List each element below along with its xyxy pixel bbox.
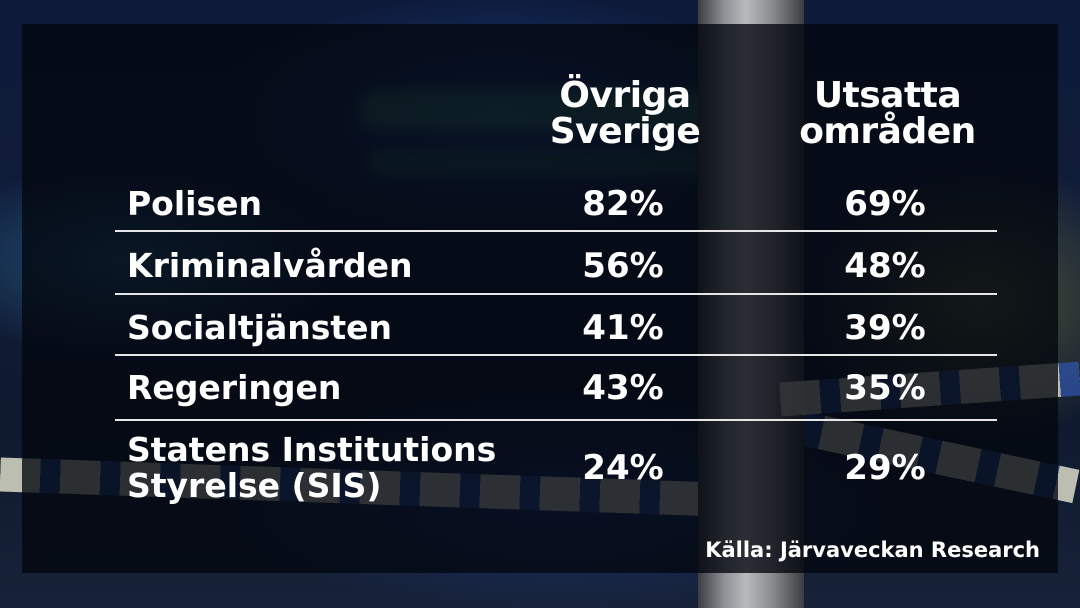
value-ovriga-sverige: 41% <box>582 308 664 348</box>
column-header-line: Sverige <box>549 111 701 152</box>
table-row: Polisen 82% 69% <box>115 184 997 224</box>
row-label-line: Regeringen <box>127 368 342 407</box>
table-overlay-panel <box>22 24 1058 573</box>
column-header-line: Utsatta <box>813 75 962 116</box>
table-row: Socialtjänsten 41% 39% <box>115 308 997 348</box>
value-utsatta-omraden: 48% <box>844 246 926 286</box>
value-utsatta-omraden: 39% <box>844 308 926 348</box>
row-label: Regeringen <box>127 370 341 406</box>
row-label: Socialtjänsten <box>127 310 392 346</box>
row-divider <box>115 293 997 295</box>
row-label: Kriminalvården <box>127 248 412 284</box>
row-label-line: Polisen <box>127 184 262 223</box>
table-row: Statens Institutions Styrelse (SIS) 24% … <box>115 430 997 510</box>
row-divider <box>115 419 997 421</box>
row-divider <box>115 230 997 232</box>
row-label-line: Styrelse (SIS) <box>127 466 382 505</box>
value-utsatta-omraden: 35% <box>844 368 926 408</box>
value-ovriga-sverige: 24% <box>582 448 664 488</box>
row-label: Statens Institutions Styrelse (SIS) <box>127 432 496 504</box>
row-label: Polisen <box>127 186 262 222</box>
column-header-line: Övriga <box>559 75 691 116</box>
row-label-line: Socialtjänsten <box>127 308 393 347</box>
value-utsatta-omraden: 29% <box>844 448 926 488</box>
value-ovriga-sverige: 43% <box>582 368 664 408</box>
column-header-line: områden <box>799 111 976 152</box>
value-ovriga-sverige: 56% <box>582 246 664 286</box>
row-divider <box>115 354 997 356</box>
column-header-ovriga-sverige: Övriga Sverige <box>540 78 710 150</box>
table-row: Regeringen 43% 35% <box>115 368 997 408</box>
table-row: Kriminalvården 56% 48% <box>115 246 997 286</box>
value-ovriga-sverige: 82% <box>582 184 664 224</box>
row-label-line: Kriminalvården <box>127 246 413 285</box>
source-caption: Källa: Järvaveckan Research <box>705 538 1040 562</box>
value-utsatta-omraden: 69% <box>844 184 926 224</box>
row-label-line: Statens Institutions <box>127 430 497 469</box>
column-header-utsatta-omraden: Utsatta områden <box>795 78 980 150</box>
